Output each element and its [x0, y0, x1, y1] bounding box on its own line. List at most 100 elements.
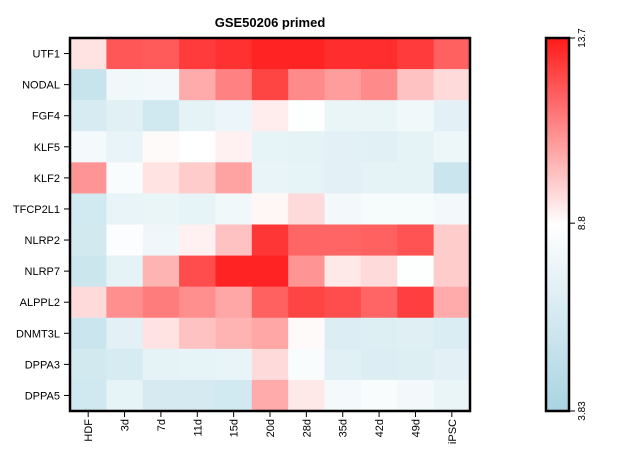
heatmap-cell [433, 162, 471, 195]
heatmap-cell [251, 379, 289, 412]
heatmap-cell [360, 38, 398, 70]
row-label: DPPA5 [25, 390, 60, 402]
heatmap-cell [179, 379, 217, 412]
heatmap-cell [397, 348, 435, 381]
column-label: 11d [192, 419, 204, 437]
column-label: 42d [374, 419, 386, 437]
heatmap-cell [142, 379, 180, 412]
heatmap-cell [324, 38, 362, 70]
heatmap-cell [142, 162, 180, 195]
heatmap-cell [70, 100, 107, 132]
heatmap-cell [70, 255, 107, 288]
heatmap-cell [397, 224, 435, 257]
heatmap-cell [106, 131, 144, 163]
heatmap-cell [142, 348, 180, 381]
row-label: TFCP2L1 [13, 204, 60, 216]
heatmap-cell [360, 224, 398, 257]
heatmap-cell [397, 379, 435, 412]
heatmap-cell [106, 255, 144, 288]
column-label: 3d [120, 419, 132, 431]
heatmap-cell [324, 255, 362, 288]
heatmap-cell [70, 317, 107, 350]
heatmap-cell [215, 224, 253, 257]
heatmap-cell [360, 69, 398, 101]
heatmap-cell [324, 131, 362, 163]
heatmap-cell [179, 255, 217, 288]
heatmap-cell [106, 38, 144, 70]
heatmap-cell [142, 255, 180, 288]
heatmap-cell [70, 193, 107, 226]
heatmap-cell [179, 100, 217, 132]
axis-ticks [64, 53, 453, 417]
column-labels: HDF 3d 7d 11d 15d 20d 28d 35d 42d 49d iPSC [83, 419, 459, 444]
heatmap-cell [251, 100, 289, 132]
heatmap-cell [70, 69, 107, 101]
heatmap-cell [215, 379, 253, 412]
chart-title: GSE50206 primed [215, 15, 326, 30]
heatmap-cell [324, 286, 362, 319]
heatmap-cell [433, 224, 471, 257]
heatmap-cell [251, 38, 289, 70]
heatmap-cell [324, 379, 362, 412]
heatmap-cell [179, 38, 217, 70]
heatmap-cell [288, 69, 326, 101]
heatmap-cell [70, 131, 107, 163]
heatmap-cell [360, 255, 398, 288]
heatmap-cell [70, 286, 107, 319]
heatmap-cell [106, 69, 144, 101]
heatmap-cell [215, 131, 253, 163]
heatmap-cell [179, 286, 217, 319]
column-label: 7d [156, 419, 168, 431]
column-label: 28d [301, 419, 313, 437]
row-label: FGF4 [32, 111, 60, 123]
heatmap-cell [288, 162, 326, 195]
heatmap-cell [397, 38, 435, 70]
heatmap-cell [70, 224, 107, 257]
heatmap-cell [179, 69, 217, 101]
heatmap-cell [360, 193, 398, 226]
heatmap-cell [106, 286, 144, 319]
row-labels: UTF1 NODAL FGF4 KLF5 KLF2 TFCP2L1 NLRP2 NLRP7 AL… [13, 49, 60, 403]
heatmap-cell [106, 379, 144, 412]
heatmap-cell [142, 38, 180, 70]
column-label: iPSC [447, 419, 459, 444]
heatmap-cell [106, 100, 144, 132]
heatmap-cell [251, 255, 289, 288]
heatmap-cell [360, 286, 398, 319]
plot-frame [68, 36, 472, 413]
heatmap-cell [142, 286, 180, 319]
heatmap-cell [360, 379, 398, 412]
heatmap-cell [179, 162, 217, 195]
heatmap-cell [433, 100, 471, 132]
heatmap-cell [397, 317, 435, 350]
heatmap-cell [324, 193, 362, 226]
heatmap-cell [324, 162, 362, 195]
heatmap-cell [179, 193, 217, 226]
colorbar-legend: 3.83 8.8 13.7 [544, 28, 588, 421]
heatmap-cell [433, 69, 471, 101]
heatmap-cell [397, 69, 435, 101]
heatmap-cell [397, 193, 435, 226]
row-label: NLRP7 [25, 266, 60, 278]
heatmap-cell [288, 379, 326, 412]
heatmap-cell [179, 317, 217, 350]
heatmap-cell [397, 131, 435, 163]
heatmap-cell [179, 224, 217, 257]
column-label: 49d [410, 419, 422, 437]
colorbar-tick-label: 13.7 [577, 28, 588, 48]
heatmap-cell [142, 224, 180, 257]
heatmap-cell [251, 317, 289, 350]
row-label: DNMT3L [16, 328, 60, 340]
heatmap-cell [324, 317, 362, 350]
heatmap-cell [324, 224, 362, 257]
heatmap-cell [360, 317, 398, 350]
heatmap-cell [324, 69, 362, 101]
heatmap-cell [288, 348, 326, 381]
heatmap-cell [324, 348, 362, 381]
heatmap-cell [106, 193, 144, 226]
heatmap-cell [251, 193, 289, 226]
heatmap-cell [397, 100, 435, 132]
colorbar-gradient [544, 36, 571, 413]
heatmap-cell [70, 379, 107, 412]
heatmap-cell [215, 255, 253, 288]
